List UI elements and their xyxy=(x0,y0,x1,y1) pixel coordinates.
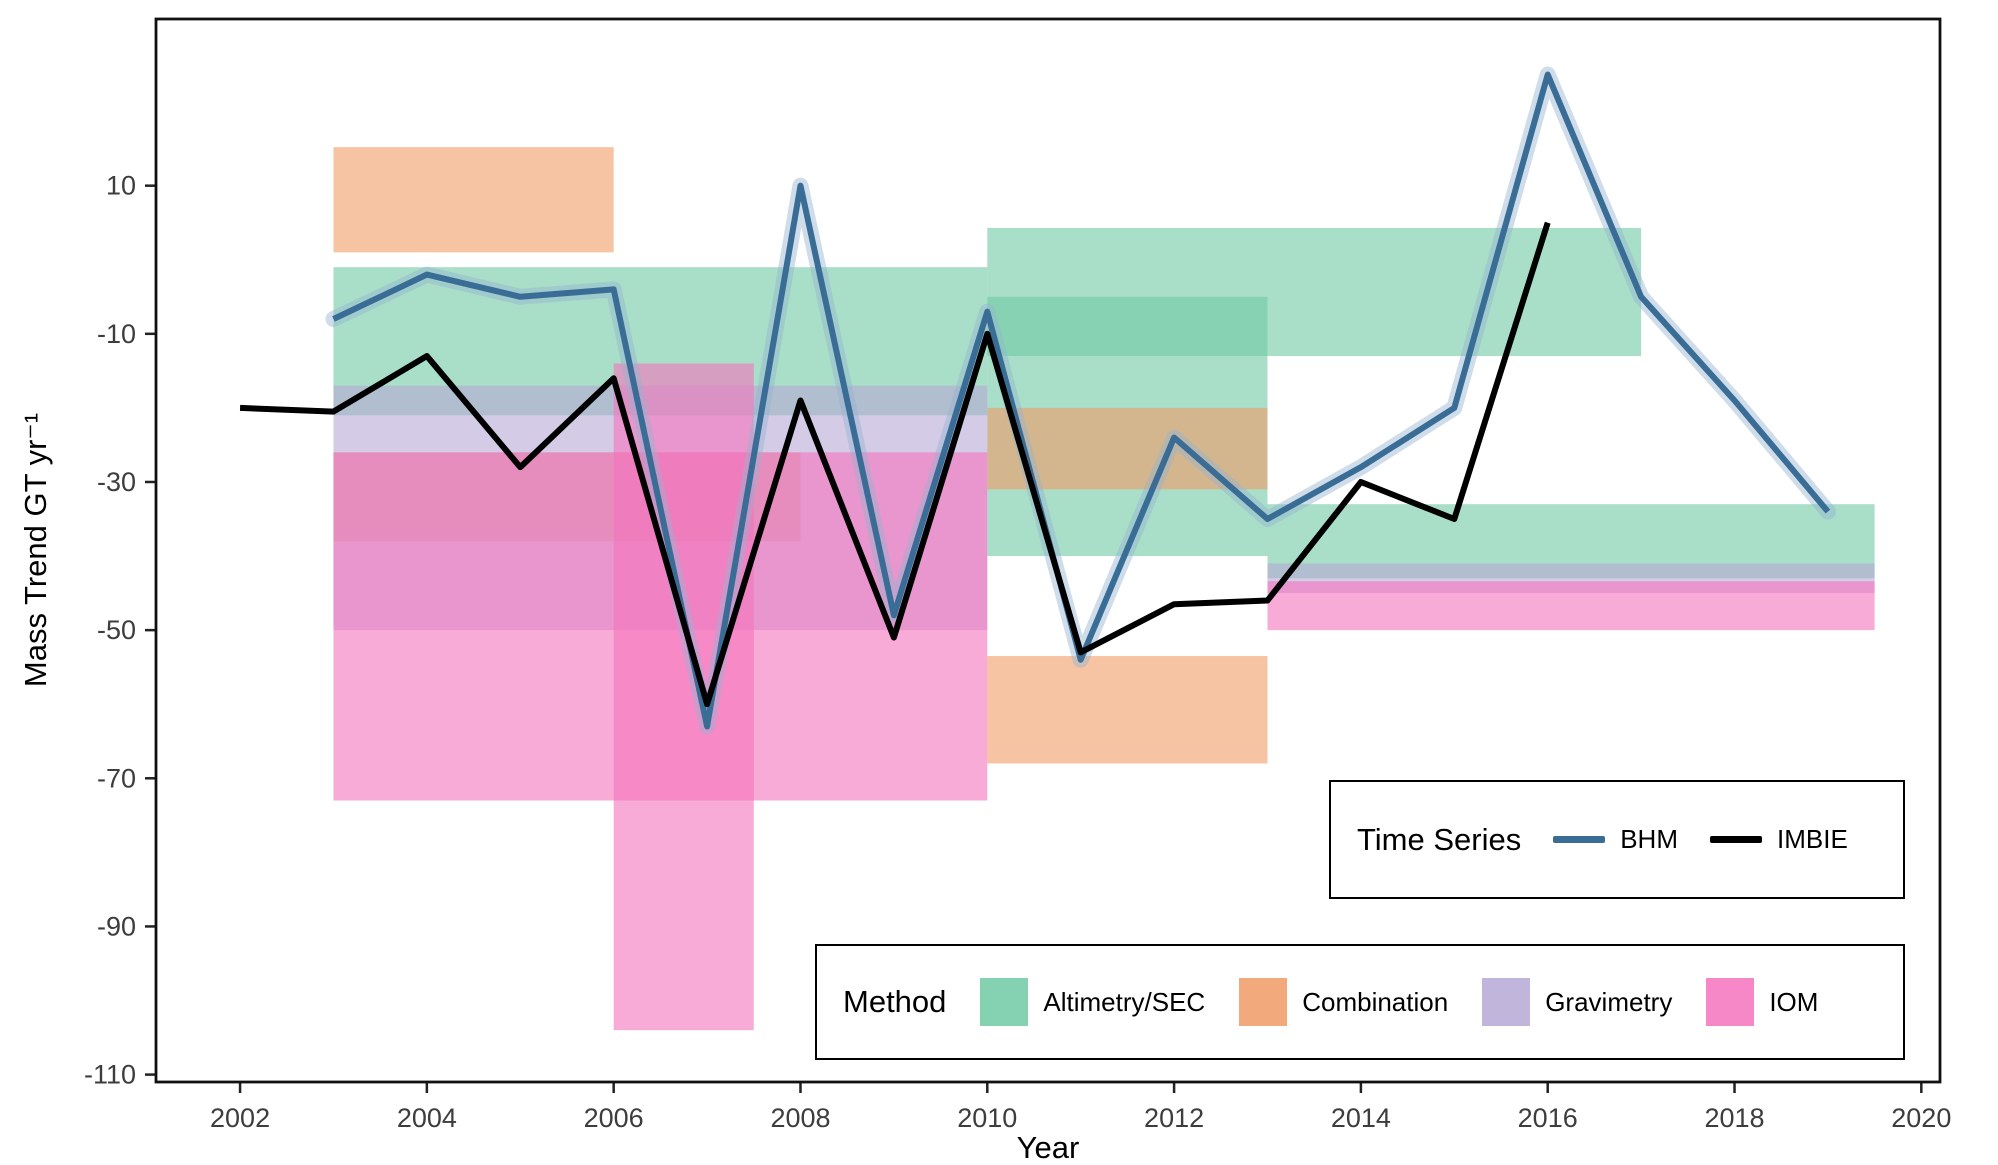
y-tick-label: -50 xyxy=(97,615,136,645)
iom-swatch xyxy=(1706,978,1755,1026)
series-line-BHM xyxy=(332,71,1831,730)
x-axis-title: Year xyxy=(1016,1130,1080,1165)
legend-entry-label: Combination xyxy=(1302,986,1449,1017)
method-rect xyxy=(333,147,614,253)
imbie-line-swatch xyxy=(1710,836,1762,843)
legend-method-title: Method xyxy=(843,984,947,1019)
legend-entry-combination: Combination xyxy=(1239,978,1448,1026)
altimetry-swatch xyxy=(980,978,1029,1026)
y-tick-label: -30 xyxy=(97,467,136,497)
x-tick-label: 2004 xyxy=(397,1103,457,1133)
x-tick-label: 2016 xyxy=(1518,1103,1578,1133)
x-tick-label: 2002 xyxy=(210,1103,270,1133)
x-tick-label: 2018 xyxy=(1704,1103,1764,1133)
x-tick-label: 2010 xyxy=(957,1103,1017,1133)
legend-time-series: Time Series BHM IMBIE xyxy=(1329,780,1905,899)
legend-entry-bhm: BHM xyxy=(1553,824,1678,855)
bhm-line-swatch xyxy=(1553,836,1606,843)
y-tick-label: 10 xyxy=(106,171,136,201)
legend-entry-iom: IOM xyxy=(1706,978,1818,1026)
y-tick-label: -110 xyxy=(84,1060,136,1090)
gravimetry-swatch xyxy=(1482,978,1531,1026)
x-tick-label: 2014 xyxy=(1331,1103,1391,1133)
y-tick-label: -10 xyxy=(97,319,136,349)
y-axis-title: Mass Trend GT yr⁻¹ xyxy=(18,412,53,688)
combination-swatch xyxy=(1239,978,1288,1026)
panel-border xyxy=(154,17,1942,1084)
method-rect xyxy=(1267,581,1875,631)
y-tick-label: -90 xyxy=(97,911,136,941)
x-tick-label: 2020 xyxy=(1891,1103,1951,1133)
legend-entry-label: IMBIE xyxy=(1777,824,1848,854)
legend-entry-altimetry: Altimetry/SEC xyxy=(980,978,1205,1026)
legend-time-series-title: Time Series xyxy=(1357,821,1522,857)
legend-method: Method Altimetry/SEC Combination Gravime… xyxy=(815,944,1905,1060)
x-tick-label: 2012 xyxy=(1144,1103,1204,1133)
legend-entry-label: Gravimetry xyxy=(1545,986,1673,1017)
legend-entry-label: Altimetry/SEC xyxy=(1043,986,1206,1017)
legend-entry-label: IOM xyxy=(1769,986,1819,1017)
method-rect xyxy=(613,363,754,1031)
legend-entry-gravimetry: Gravimetry xyxy=(1482,978,1672,1026)
x-tick-label: 2006 xyxy=(584,1103,644,1133)
method-rect xyxy=(987,656,1268,764)
legend-entry-label: BHM xyxy=(1620,824,1678,854)
x-tick-label: 2008 xyxy=(770,1103,830,1133)
legend-entry-imbie: IMBIE xyxy=(1710,824,1848,855)
y-tick-label: -70 xyxy=(97,763,136,793)
series-line-IMBIE xyxy=(239,221,1551,708)
